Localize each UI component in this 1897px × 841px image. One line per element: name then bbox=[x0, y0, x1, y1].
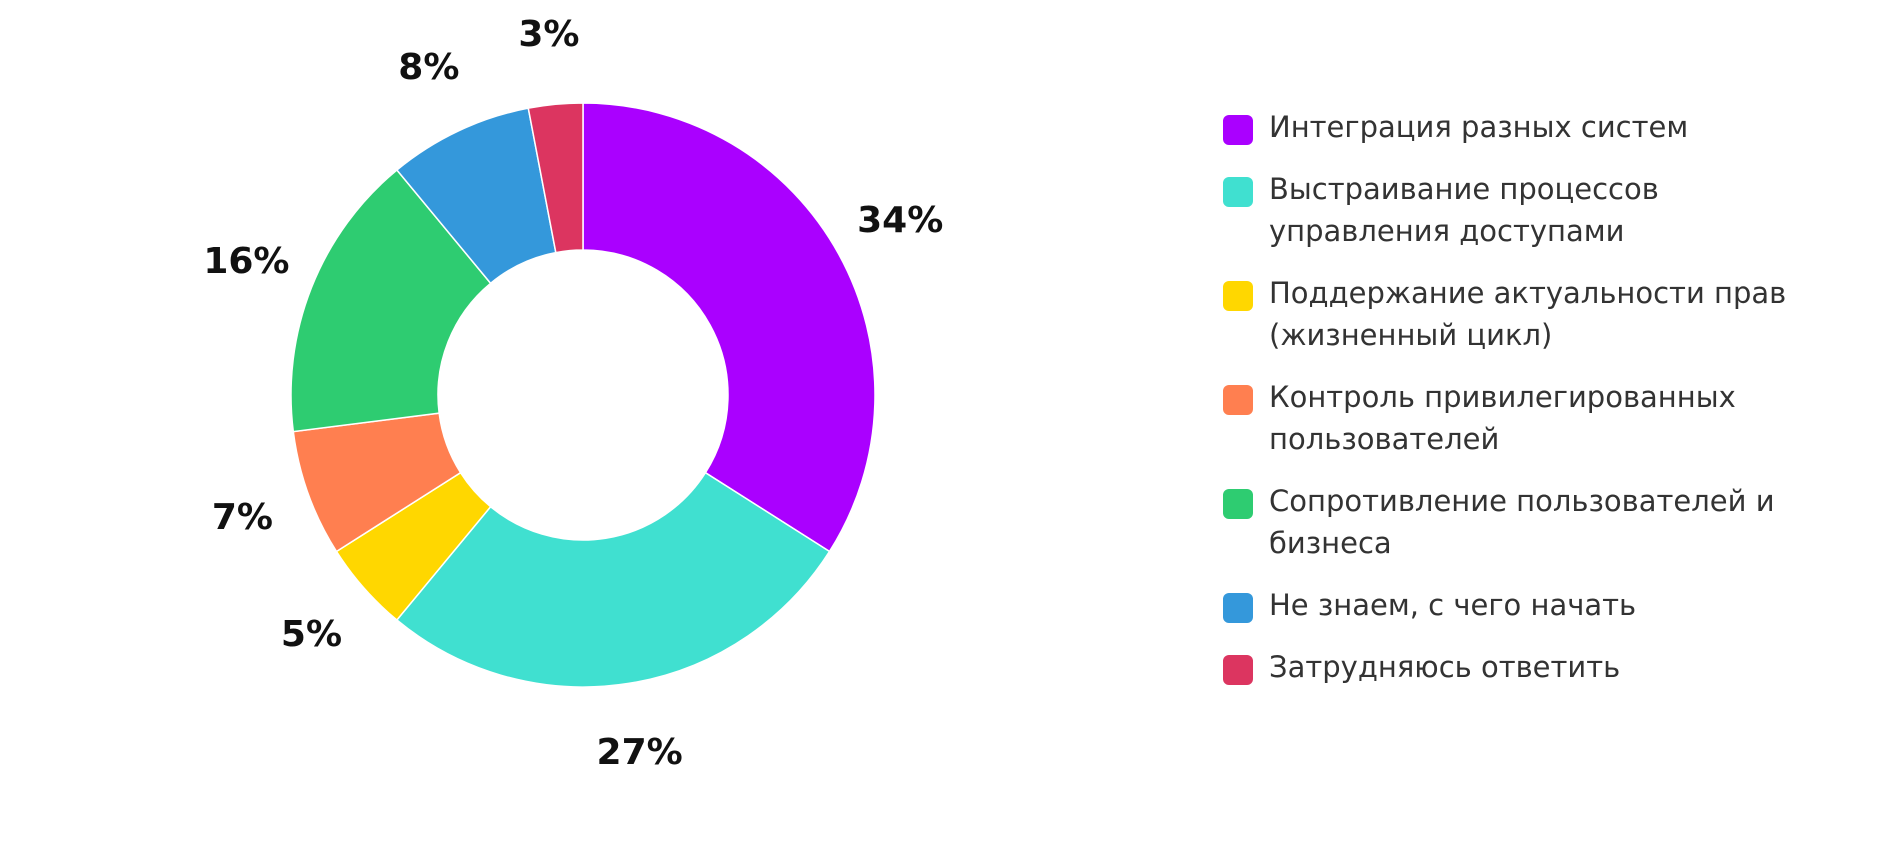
percent-label: 16% bbox=[203, 241, 289, 282]
legend-swatch bbox=[1223, 655, 1253, 685]
legend-item: Интеграция разных систем bbox=[1223, 106, 1843, 148]
legend-item: Выстраивание процессов управления доступа… bbox=[1223, 168, 1843, 252]
legend-label-line: Выстраивание процессов bbox=[1269, 172, 1659, 206]
legend-label-line: Поддержание актуальности прав bbox=[1269, 276, 1787, 310]
percent-label: 5% bbox=[281, 614, 342, 655]
legend-label: Выстраивание процессов управления доступа… bbox=[1269, 168, 1659, 252]
legend-swatch bbox=[1223, 385, 1253, 415]
legend-label-line: Интеграция разных систем bbox=[1269, 110, 1689, 144]
legend-label-line: пользователей bbox=[1269, 422, 1500, 456]
legend-swatch bbox=[1223, 593, 1253, 623]
legend-label-line: управления доступами bbox=[1269, 214, 1625, 248]
percent-label: 7% bbox=[212, 497, 273, 538]
donut-slices bbox=[290, 102, 876, 688]
percent-label: 27% bbox=[597, 732, 683, 773]
legend-label-line: (жизненный цикл) bbox=[1269, 318, 1553, 352]
legend-label: Поддержание актуальности прав (жизненный … bbox=[1269, 272, 1786, 356]
legend-item: Контроль привилегированных пользователей bbox=[1223, 376, 1843, 460]
legend-item: Затрудняюсь ответить bbox=[1223, 646, 1843, 688]
legend-label: Сопротивление пользователей и бизнеса bbox=[1269, 480, 1775, 564]
legend-label: Интеграция разных систем bbox=[1269, 106, 1688, 148]
legend-swatch bbox=[1223, 177, 1253, 207]
percent-label: 8% bbox=[398, 47, 459, 88]
legend-label-line: Не знаем, с чего начать bbox=[1269, 588, 1637, 622]
legend-label-line: Сопротивление пользователей и bbox=[1269, 484, 1775, 518]
legend-item: Не знаем, с чего начать bbox=[1223, 584, 1843, 626]
legend-label-line: Затрудняюсь ответить bbox=[1269, 650, 1621, 684]
legend-label: Не знаем, с чего начать bbox=[1269, 584, 1636, 626]
percent-label: 3% bbox=[518, 14, 579, 55]
percent-label: 34% bbox=[857, 200, 943, 241]
donut-slice bbox=[527, 102, 584, 254]
donut-slice bbox=[290, 168, 492, 433]
percent-labels: 34% 27% 5% 7% 16% 8% 3% bbox=[203, 14, 943, 773]
legend-label-line: Контроль привилегированных bbox=[1269, 380, 1736, 414]
legend-swatch bbox=[1223, 489, 1253, 519]
legend-swatch bbox=[1223, 281, 1253, 311]
donut-slice bbox=[582, 102, 876, 553]
legend-swatch bbox=[1223, 115, 1253, 145]
donut-slice bbox=[395, 471, 831, 688]
legend-item: Сопротивление пользователей и бизнеса bbox=[1223, 480, 1843, 564]
legend-label-line: бизнеса bbox=[1269, 526, 1392, 560]
legend: Интеграция разных систем Выстраивание про… bbox=[1223, 106, 1843, 708]
legend-label: Контроль привилегированных пользователей bbox=[1269, 376, 1736, 460]
legend-label: Затрудняюсь ответить bbox=[1269, 646, 1620, 688]
legend-item: Поддержание актуальности прав (жизненный … bbox=[1223, 272, 1843, 356]
